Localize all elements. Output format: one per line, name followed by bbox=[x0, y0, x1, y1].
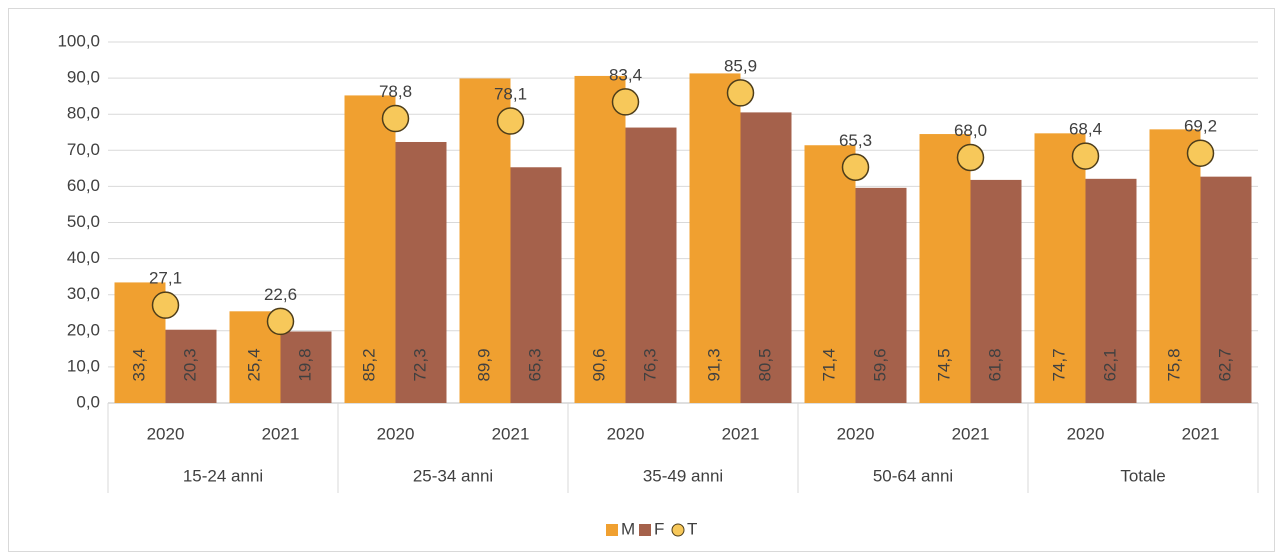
bar bbox=[344, 95, 396, 403]
bar bbox=[919, 134, 971, 403]
x-tick-label: 2021 bbox=[1182, 424, 1220, 443]
bar-value-label: 62,1 bbox=[1100, 348, 1119, 381]
bar-value-label: 25,4 bbox=[244, 348, 263, 381]
bar-value-label: 76,3 bbox=[640, 348, 659, 381]
y-tick-label: 10,0 bbox=[67, 356, 100, 375]
marker-value-label: 85,9 bbox=[724, 56, 757, 75]
y-tick-label: 20,0 bbox=[67, 320, 100, 339]
bar bbox=[1149, 129, 1201, 403]
bar bbox=[625, 127, 677, 403]
bar-value-label: 62,7 bbox=[1215, 348, 1234, 381]
bar bbox=[510, 167, 562, 403]
marker-value-label: 83,4 bbox=[609, 65, 642, 84]
bar-value-label: 75,8 bbox=[1164, 348, 1183, 381]
x-tick-label: 2020 bbox=[377, 424, 415, 443]
bar bbox=[1034, 133, 1086, 403]
bar bbox=[574, 75, 626, 404]
x-tick-label: 2021 bbox=[492, 424, 530, 443]
marker bbox=[956, 143, 985, 172]
group-label: Totale bbox=[1120, 466, 1165, 485]
x-tick-label: 2021 bbox=[722, 424, 760, 443]
group-label: 25-34 anni bbox=[413, 466, 493, 485]
bar bbox=[970, 179, 1022, 403]
bar-value-label: 65,3 bbox=[525, 348, 544, 381]
marker-value-label: 22,6 bbox=[264, 285, 297, 304]
bar-value-label: 61,8 bbox=[985, 348, 1004, 381]
marker bbox=[496, 107, 525, 135]
y-tick-label: 100,0 bbox=[57, 31, 100, 50]
bar-value-label: 72,3 bbox=[410, 348, 429, 381]
y-tick-label: 30,0 bbox=[67, 284, 100, 303]
marker-value-label: 27,1 bbox=[149, 269, 182, 288]
bar-value-label: 20,3 bbox=[180, 348, 199, 381]
y-tick-label: 90,0 bbox=[67, 68, 100, 87]
marker-value-label: 78,1 bbox=[494, 85, 527, 104]
bar-value-label: 59,6 bbox=[870, 348, 889, 381]
marker bbox=[266, 307, 295, 336]
marker-value-label: 78,8 bbox=[379, 82, 412, 101]
x-tick-label: 2020 bbox=[837, 424, 875, 443]
legend-swatch bbox=[606, 524, 618, 536]
y-tick-label: 80,0 bbox=[67, 104, 100, 123]
group-label: 35-49 anni bbox=[643, 466, 723, 485]
x-tick-label: 2020 bbox=[1067, 424, 1105, 443]
marker bbox=[841, 153, 870, 182]
group-label: 15-24 anni bbox=[183, 466, 263, 485]
y-tick-label: 60,0 bbox=[67, 176, 100, 195]
bar bbox=[395, 141, 447, 403]
marker bbox=[726, 79, 755, 107]
y-tick-label: 0,0 bbox=[76, 392, 100, 411]
bar-value-label: 91,3 bbox=[704, 348, 723, 381]
marker bbox=[1186, 139, 1215, 167]
legend-swatch bbox=[639, 524, 651, 536]
bar bbox=[1085, 178, 1137, 403]
marker bbox=[381, 104, 410, 133]
x-tick-label: 2021 bbox=[952, 424, 990, 443]
bar bbox=[740, 112, 792, 404]
legend-label: T bbox=[687, 519, 697, 538]
bar bbox=[855, 187, 907, 403]
x-tick-label: 2021 bbox=[262, 424, 300, 443]
x-tick-label: 2020 bbox=[147, 424, 185, 443]
marker bbox=[1071, 142, 1100, 170]
marker bbox=[611, 88, 640, 116]
marker-value-label: 68,4 bbox=[1069, 120, 1102, 139]
legend-label: F bbox=[654, 519, 664, 538]
group-label: 50-64 anni bbox=[873, 466, 953, 485]
y-tick-label: 70,0 bbox=[67, 140, 100, 159]
bar bbox=[689, 73, 741, 404]
bar bbox=[1200, 176, 1252, 403]
y-tick-label: 40,0 bbox=[67, 248, 100, 267]
bar bbox=[165, 329, 217, 403]
marker-value-label: 65,3 bbox=[839, 131, 872, 150]
y-tick-label: 50,0 bbox=[67, 212, 100, 231]
bar-value-label: 89,9 bbox=[474, 348, 493, 381]
bar-value-label: 90,6 bbox=[589, 348, 608, 381]
bar-value-label: 19,8 bbox=[295, 348, 314, 381]
marker bbox=[151, 291, 180, 319]
marker-value-label: 69,2 bbox=[1184, 117, 1217, 136]
bar-value-label: 74,7 bbox=[1049, 348, 1068, 381]
legend-marker bbox=[671, 523, 685, 537]
bar bbox=[804, 145, 856, 403]
bar-value-label: 33,4 bbox=[129, 348, 148, 381]
legend-label: M bbox=[621, 519, 635, 538]
bar-value-label: 85,2 bbox=[359, 348, 378, 381]
marker-value-label: 68,0 bbox=[954, 121, 987, 140]
bar bbox=[280, 331, 332, 403]
bar-value-label: 71,4 bbox=[819, 348, 838, 381]
x-tick-label: 2020 bbox=[607, 424, 645, 443]
bar bbox=[459, 78, 511, 403]
bar-value-label: 74,5 bbox=[934, 348, 953, 381]
bar-value-label: 80,5 bbox=[755, 348, 774, 381]
